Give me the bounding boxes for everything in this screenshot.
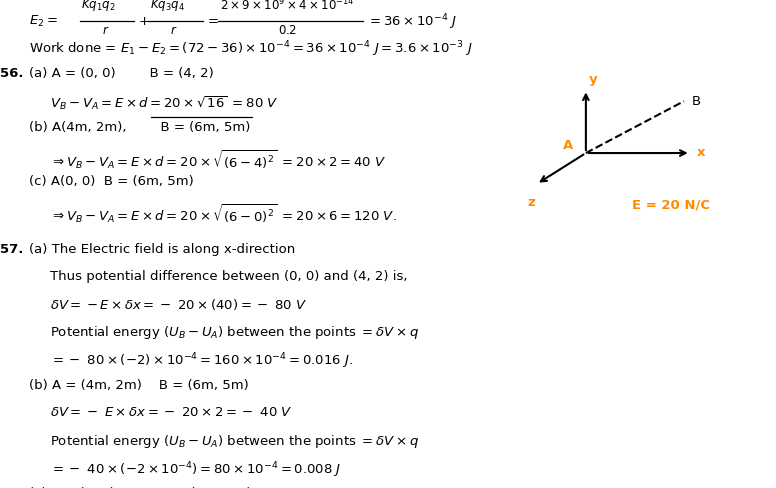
Text: Work done = $E_1 - E_2 = (72 - 36)\times10^{-4} = 36\times10^{-4}\ J = 3.6\times: Work done = $E_1 - E_2 = (72 - 36)\times… xyxy=(29,40,473,59)
Text: $\Rightarrow V_B - V_A = E\times d = 20\times\sqrt{(6-0)^2}\ = 20\times6 = 120\ : $\Rightarrow V_B - V_A = E\times d = 20\… xyxy=(50,202,397,224)
Text: $= -\ 80\times(-2)\times10^{-4} = 160\times10^{-4} = 0.016\ J.$: $= -\ 80\times(-2)\times10^{-4} = 160\ti… xyxy=(50,351,354,370)
Text: B: B xyxy=(691,95,701,107)
Text: E = 20 N/C: E = 20 N/C xyxy=(632,198,711,211)
Text: z: z xyxy=(527,196,535,208)
Text: (c) A = (0, 0)           B = (6m, 5m): (c) A = (0, 0) B = (6m, 5m) xyxy=(29,486,252,488)
Text: $\Rightarrow V_B - V_A = E\times d = 20\times\sqrt{(6-4)^2}\ = 20\times2 = 40\ V: $\Rightarrow V_B - V_A = E\times d = 20\… xyxy=(50,147,387,170)
Text: Potential energy $(U_B - U_A)$ between the points $= \delta V\times q$: Potential energy $(U_B - U_A)$ between t… xyxy=(50,324,419,341)
Text: Potential energy $(U_B - U_A)$ between the points $= \delta V\times q$: Potential energy $(U_B - U_A)$ between t… xyxy=(50,432,419,449)
Text: $Kq_1q_2$: $Kq_1q_2$ xyxy=(81,0,116,13)
Text: $2\times9\times10^{9}\times4\times10^{-14}$: $2\times9\times10^{9}\times4\times10^{-1… xyxy=(220,0,355,13)
Text: $Kq_3q_4$: $Kq_3q_4$ xyxy=(150,0,185,13)
Text: $= -\ 40\times(-2\times10^{-4}) = 80\times10^{-4} = 0.008\ J$: $= -\ 40\times(-2\times10^{-4}) = 80\tim… xyxy=(50,459,342,479)
Text: $V_B - V_A = E\times d = 20\times\sqrt{16}\ = 80\ V$: $V_B - V_A = E\times d = 20\times\sqrt{1… xyxy=(50,94,279,111)
Text: (c) A(0, 0)  B = (6m, 5m): (c) A(0, 0) B = (6m, 5m) xyxy=(29,175,194,188)
Text: A: A xyxy=(563,138,573,151)
Text: $r$: $r$ xyxy=(170,24,178,37)
Text: (b) A(4m, 2m),        B = (6m, 5m): (b) A(4m, 2m), B = (6m, 5m) xyxy=(29,121,251,134)
Text: 56.: 56. xyxy=(0,66,23,80)
Text: y: y xyxy=(589,72,598,85)
Text: $0.2$: $0.2$ xyxy=(278,24,296,37)
Text: $\delta V = -\ E\times\delta x = -\ 20\times2 = -\ 40\ V$: $\delta V = -\ E\times\delta x = -\ 20\t… xyxy=(50,405,293,418)
Text: 57.: 57. xyxy=(0,243,23,255)
Text: Thus potential difference between (0, 0) and (4, 2) is,: Thus potential difference between (0, 0)… xyxy=(50,269,408,283)
Text: $\delta V = -E\times\delta x = -\ 20\times(40) = -\ 80\ V$: $\delta V = -E\times\delta x = -\ 20\tim… xyxy=(50,297,308,311)
Text: (a) The Electric field is along x-direction: (a) The Electric field is along x-direct… xyxy=(29,243,296,255)
Text: $E_2 = $: $E_2 = $ xyxy=(29,14,58,29)
Text: $r$: $r$ xyxy=(102,24,109,37)
Text: +: + xyxy=(139,15,150,28)
Text: $= 36\times10^{-4}\ J$: $= 36\times10^{-4}\ J$ xyxy=(367,12,457,31)
Text: (a) A = (0, 0)        B = (4, 2): (a) A = (0, 0) B = (4, 2) xyxy=(29,66,214,80)
Text: x: x xyxy=(697,146,705,159)
Text: =: = xyxy=(207,15,218,28)
Text: (b) A = (4m, 2m)    B = (6m, 5m): (b) A = (4m, 2m) B = (6m, 5m) xyxy=(29,378,249,391)
